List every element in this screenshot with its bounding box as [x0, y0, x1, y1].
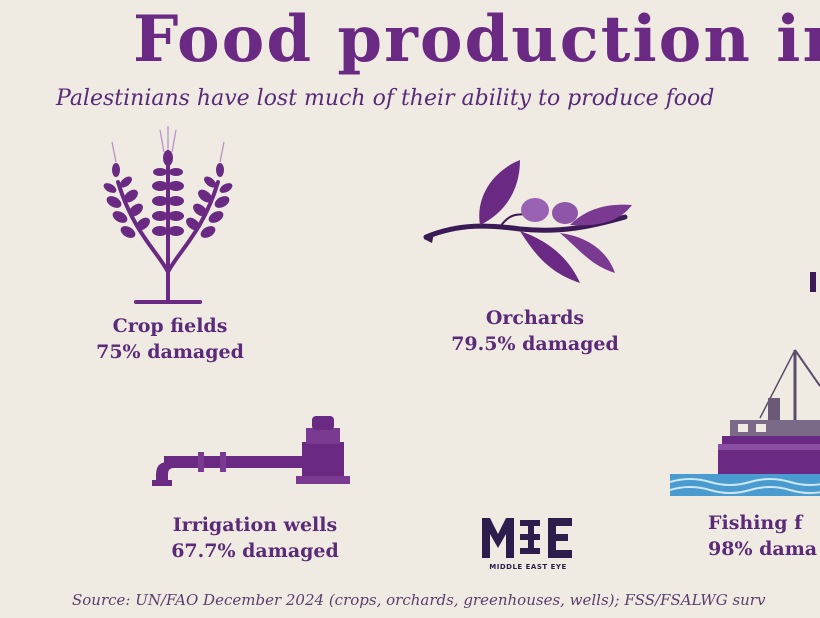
mee-logo-text: MIDDLE EAST EYE [489, 563, 567, 571]
orchards-label: Orchards 79.5% damaged [440, 305, 630, 357]
irrigation-wells-value: 67.7% damaged [171, 540, 339, 562]
irrigation-wells-label: Irrigation wells 67.7% damaged [155, 512, 355, 564]
subtitle: Palestinians have lost much of their abi… [56, 86, 715, 111]
orchards-value: 79.5% damaged [451, 333, 619, 355]
fishing-boat-icon [669, 272, 820, 496]
crop-fields-name: Crop fields [112, 315, 228, 337]
crop-fields-label: Crop fields 75% damaged [80, 313, 260, 365]
source-note: Source: UN/FAO December 2024 (crops, orc… [72, 591, 766, 609]
fishing-name: Fishing f [708, 512, 803, 534]
irrigation-wells-name: Irrigation wells [172, 514, 338, 536]
olive-branch-icon [423, 160, 632, 283]
crop-fields-value: 75% damaged [96, 341, 244, 363]
fishing-label: Fishing f 98% dama [708, 510, 817, 562]
orchards-name: Orchards [485, 307, 585, 329]
fishing-value: 98% dama [708, 538, 818, 560]
water-pipe-icon [152, 416, 350, 486]
page-title: Food production in [133, 2, 820, 77]
wheat-icon [103, 126, 233, 304]
mee-logo-icon [482, 518, 572, 558]
